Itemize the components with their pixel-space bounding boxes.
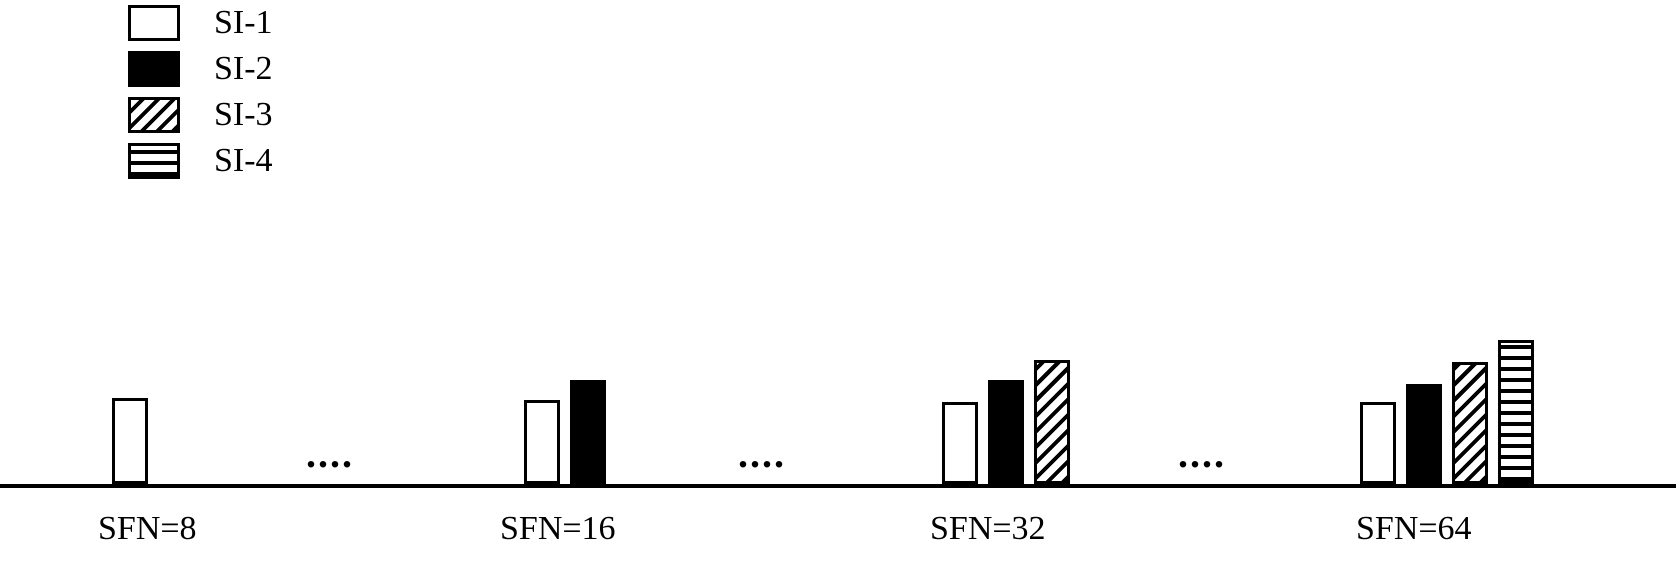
bar-si-1 [524,400,560,484]
bar-si-1 [1360,402,1396,484]
ellipsis: .... [738,430,786,477]
legend-swatch-si1 [128,5,180,41]
legend-swatch-si4 [128,143,180,179]
bar-si-1 [942,402,978,484]
bar-si-2 [570,380,606,484]
legend-item: SI-3 [128,92,273,138]
bar-si-2 [1406,384,1442,484]
legend-swatch-si3 [128,97,180,133]
legend-label: SI-3 [214,96,273,134]
x-label: SFN=8 [98,510,197,548]
chart-canvas: SI-1 SI-2 SI-3 SI-4 .... .... .... SFN=8… [0,0,1676,562]
bar-si-4 [1498,340,1534,484]
legend-label: SI-1 [214,4,273,42]
bar-si-2 [988,380,1024,484]
bar-si-3 [1452,362,1488,484]
ellipsis: .... [1178,430,1226,477]
legend-item: SI-4 [128,138,273,184]
x-label: SFN=64 [1356,510,1472,548]
legend-label: SI-2 [214,50,273,88]
legend-item: SI-1 [128,0,273,46]
legend: SI-1 SI-2 SI-3 SI-4 [128,0,273,184]
x-axis [0,484,1676,488]
bar-si-1 [112,398,148,484]
bar-si-3 [1034,360,1070,484]
legend-label: SI-4 [214,142,273,180]
x-label: SFN=16 [500,510,616,548]
ellipsis: .... [306,430,354,477]
legend-swatch-si2 [128,51,180,87]
x-label: SFN=32 [930,510,1046,548]
legend-item: SI-2 [128,46,273,92]
